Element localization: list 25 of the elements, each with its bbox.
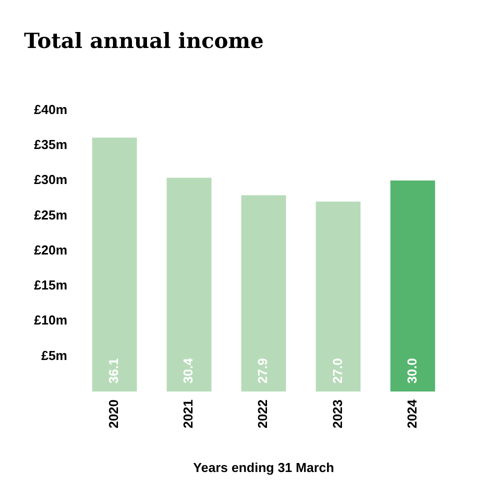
x-axis-title: Years ending 31 March	[193, 460, 334, 475]
y-tick-label: £25m	[34, 207, 68, 222]
data-label: 27.9	[255, 358, 270, 384]
y-tick-label: £30m	[34, 172, 68, 188]
y-tick-label: £5m	[41, 348, 68, 363]
bar	[316, 202, 361, 392]
x-tick-label: 2021	[180, 399, 196, 428]
x-tick-label: 2022	[255, 399, 270, 428]
bar	[390, 180, 436, 392]
bar	[166, 178, 212, 392]
y-tick-label: £10m	[34, 312, 68, 328]
x-tick-label: 2020	[106, 399, 122, 428]
data-label: 30.4	[180, 357, 196, 384]
chart-title: Total annual income	[24, 28, 264, 54]
x-tick-label: 2024	[404, 398, 420, 428]
y-tick-label: £35m	[34, 136, 68, 152]
bar	[241, 195, 286, 392]
data-label: 30.0	[404, 358, 420, 384]
data-label: 36.1	[106, 358, 122, 384]
y-tick-label: £40m	[34, 102, 68, 117]
bar	[92, 138, 137, 392]
y-tick-label: £15m	[34, 278, 68, 293]
y-tick-label: £20m	[34, 242, 68, 258]
data-label: 27.0	[330, 358, 345, 384]
x-tick-label: 2023	[330, 399, 345, 428]
